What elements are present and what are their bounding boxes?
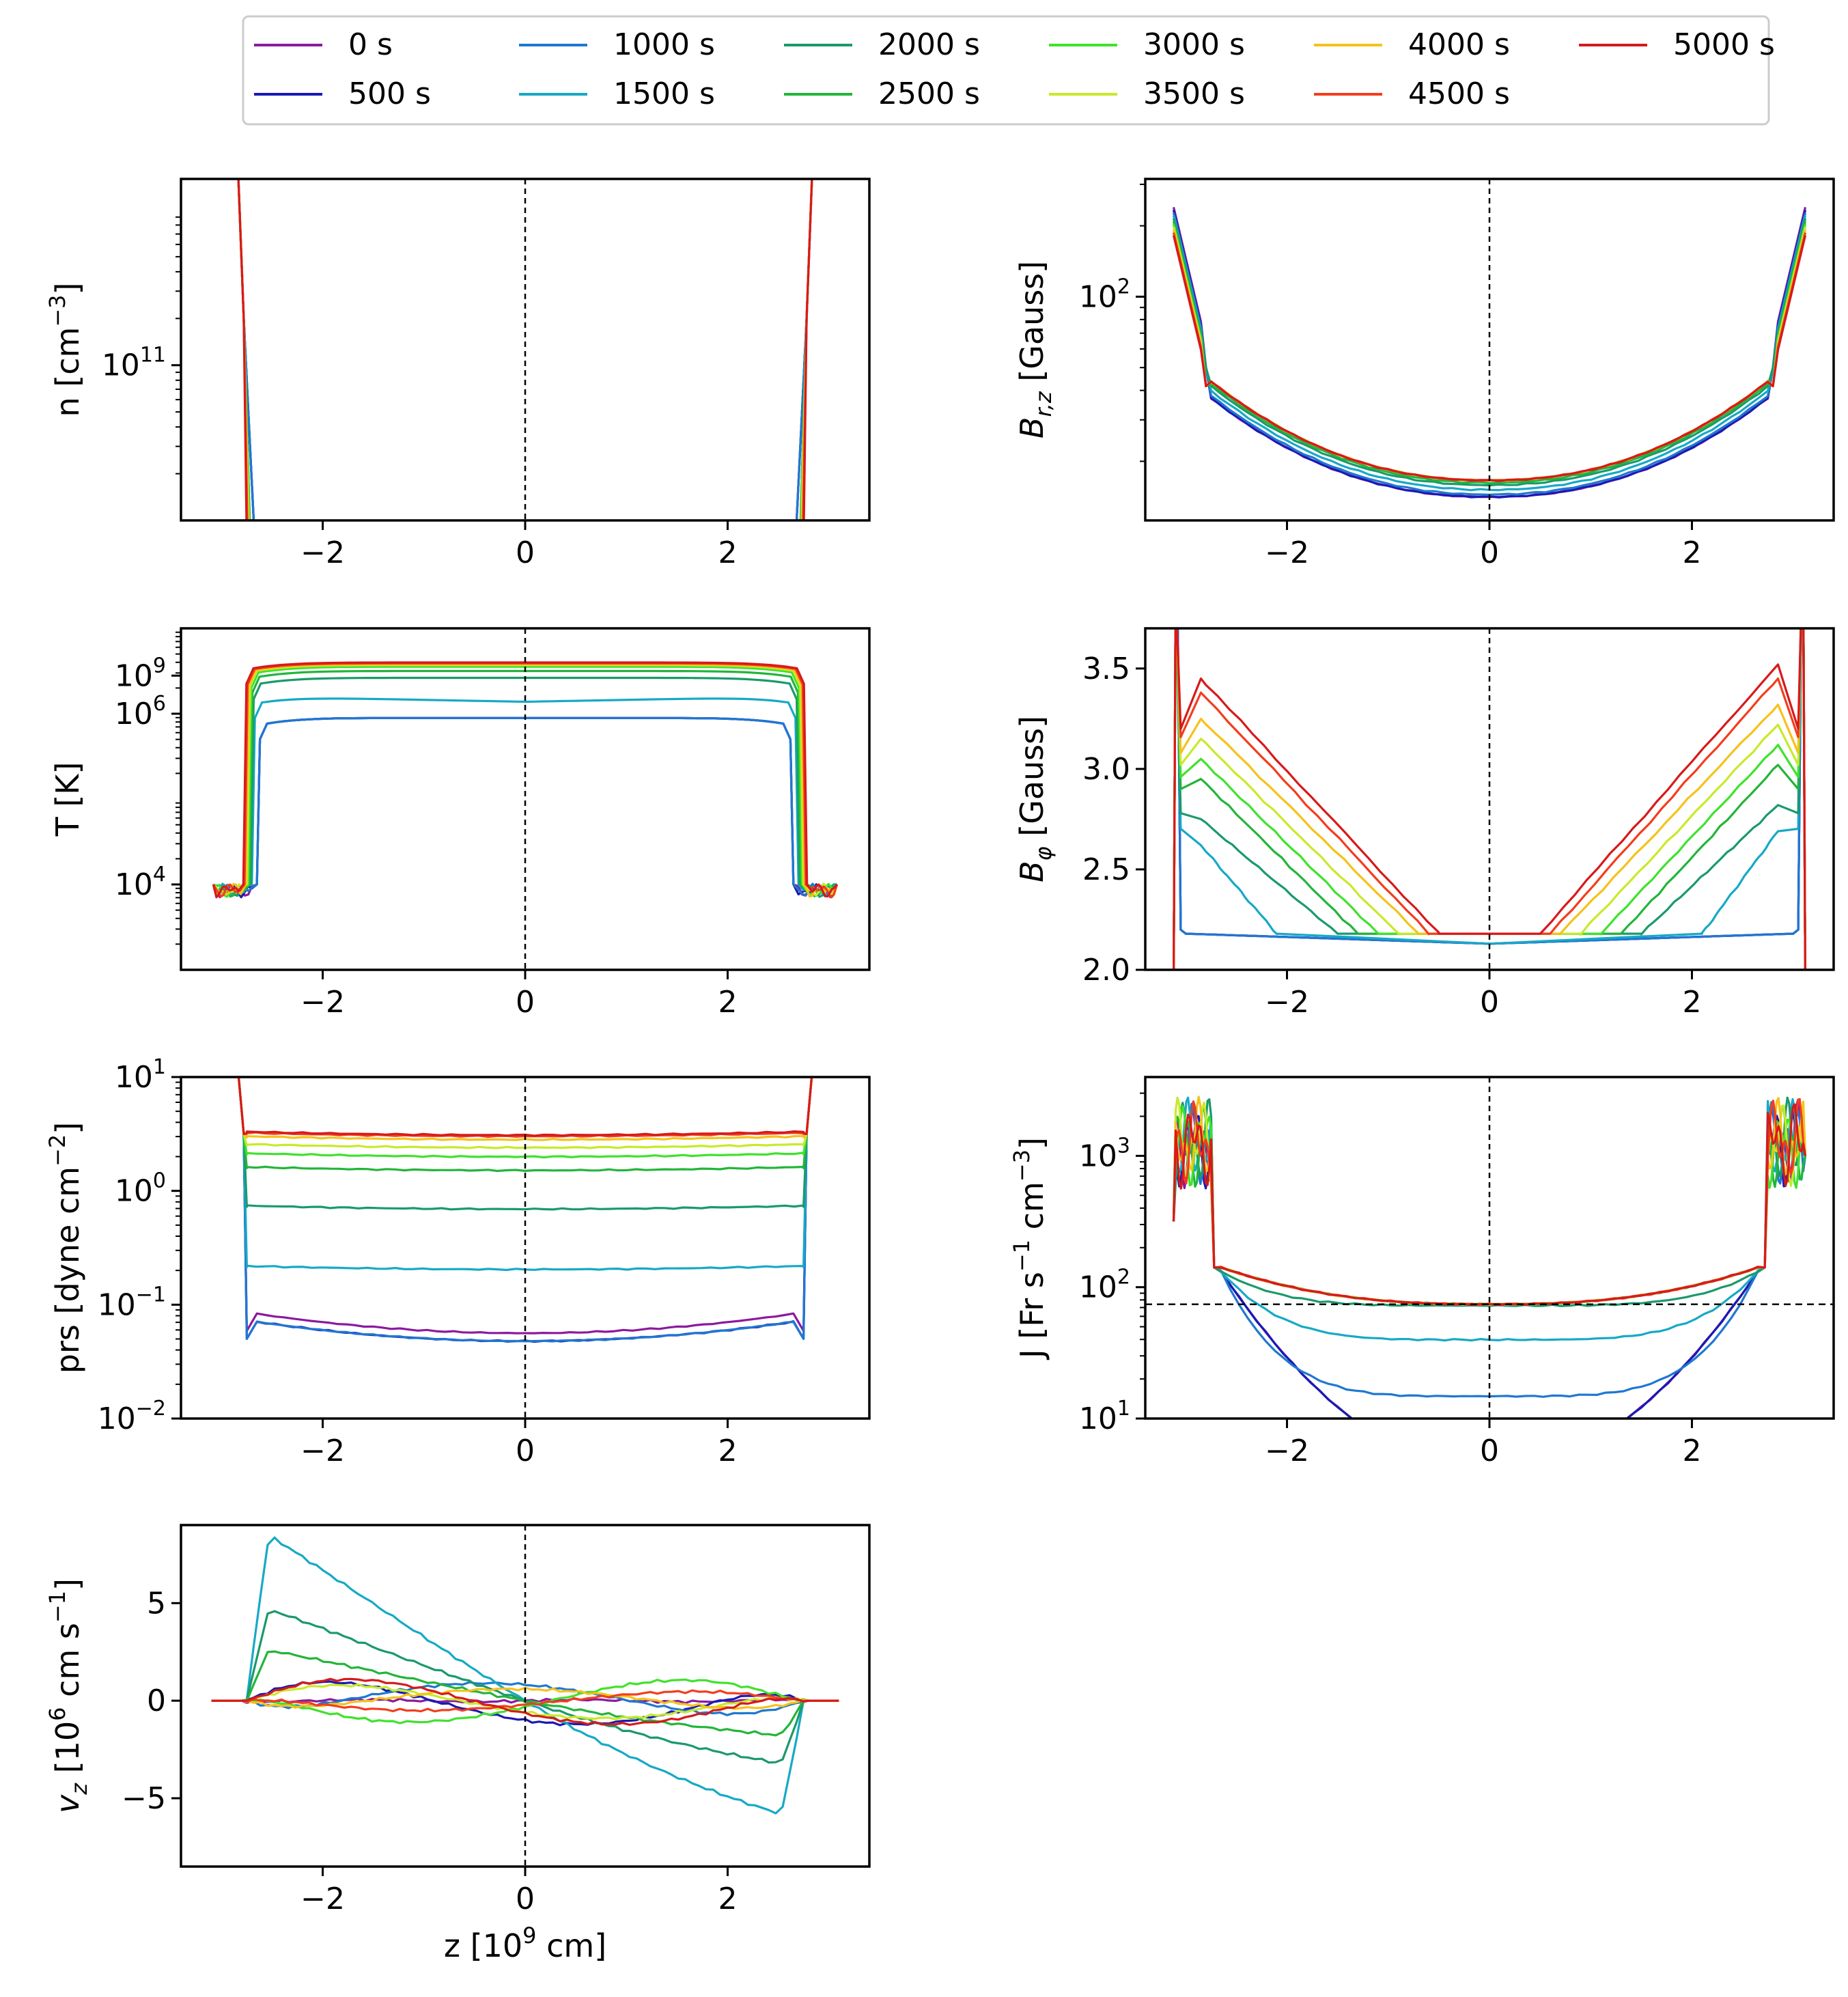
y-tick-label: 104 — [115, 863, 166, 902]
series-line — [237, 1077, 813, 1343]
series-line — [212, 697, 837, 897]
series-line — [211, 1678, 839, 1724]
y-axis-label: Br,z [Gauss] — [1013, 261, 1056, 438]
y-axis-label: n [cm−3] — [44, 283, 86, 417]
legend-label-9: 4500 s — [1408, 76, 1510, 111]
legend-label-0: 0 s — [348, 27, 393, 62]
y-tick-label: 1011 — [102, 344, 166, 383]
y-tick-label: 2.0 — [1082, 953, 1130, 988]
x-tick-label: −2 — [1265, 535, 1309, 570]
y-tick-label: 3.0 — [1082, 752, 1130, 787]
y-tick-label: 3.5 — [1082, 652, 1130, 686]
series-line — [237, 1077, 813, 1137]
x-tick-label: 2 — [718, 1882, 737, 1916]
y-tick-label: −5 — [122, 1781, 166, 1816]
x-tick-label: 2 — [1682, 985, 1701, 1020]
y-tick-label: 101 — [115, 1055, 166, 1095]
x-tick-label: 0 — [1480, 985, 1499, 1020]
panel-temperature: −2 0 2 104 106 T [K] — [49, 627, 871, 1020]
legend-label-10: 5000 s — [1673, 27, 1775, 62]
series-line — [237, 1077, 813, 1173]
plot-area-bphi — [1173, 628, 1806, 970]
x-tick-label: 2 — [1682, 1434, 1701, 1468]
y-axis-label: Bφ [Gauss] — [1013, 716, 1056, 882]
series-line — [237, 1077, 813, 1335]
y-tick-label: 5 — [147, 1586, 166, 1621]
plot-area-J — [1172, 1095, 1807, 1419]
y-tick-label: 103 — [1079, 1134, 1130, 1173]
legend: 0 s 500 s 1000 s 1500 s 2000 s 2500 s 3000 s 35… — [242, 15, 1775, 126]
x-tick-label: 0 — [516, 1882, 535, 1916]
x-tick-label: −2 — [300, 535, 345, 570]
legend-label-6: 3000 s — [1143, 27, 1245, 62]
x-tick-label: 2 — [1682, 535, 1701, 570]
y-tick-label: 106 — [115, 692, 166, 731]
x-tick-label: −2 — [1265, 1434, 1309, 1468]
legend-label-2: 1000 s — [613, 27, 715, 62]
y-tick-label: 100 — [115, 1169, 166, 1209]
y-axis-label: T [K] — [49, 762, 86, 837]
y-axis-label: vz [106 cm s−1] — [44, 1578, 92, 1813]
x-tick-label: 0 — [516, 535, 535, 570]
panel-pressure: −2 0 2 10−2 10−1 100 101 prs [dyne cm−2] — [44, 1055, 871, 1468]
legend-label-5: 2500 s — [878, 76, 980, 111]
y-tick-label: 102 — [1079, 1266, 1130, 1305]
plot-area-vz — [211, 1536, 839, 1815]
x-tick-label: −2 — [300, 985, 345, 1020]
x-tick-label: 0 — [516, 985, 535, 1020]
panel-current-density: −2 0 2 101 102 103 J [Fr s−1 cm−3] — [1009, 1076, 1835, 1468]
x-tick-label: 0 — [1480, 1434, 1499, 1468]
x-tick-label: 0 — [1480, 535, 1499, 570]
series-line — [1173, 628, 1806, 970]
x-tick-label: −2 — [300, 1434, 345, 1468]
panel-b-rz: −2 0 2 102 Br,z [Gauss] — [1013, 178, 1835, 570]
y-axis-label: prs [dyne cm−2] — [44, 1122, 86, 1373]
series-line — [1172, 1103, 1807, 1307]
series-line — [212, 676, 839, 898]
legend-label-7: 3500 s — [1143, 76, 1245, 111]
y-tick-label: 101 — [1079, 1397, 1130, 1436]
legend-label-4: 2000 s — [878, 27, 980, 62]
y-tick-label: 2.5 — [1082, 852, 1130, 887]
series-line — [237, 1077, 813, 1139]
x-tick-label: −2 — [300, 1882, 345, 1916]
series-line — [1173, 628, 1806, 970]
panel-density: −2 0 2 109 1011 n [cm−3] — [44, 178, 871, 693]
x-tick-label: 0 — [516, 1434, 535, 1468]
series-line — [237, 1077, 813, 1211]
legend-label-3: 1500 s — [613, 76, 715, 111]
y-tick-label: 102 — [1079, 275, 1130, 314]
series-line — [1172, 221, 1807, 485]
series-line — [1172, 235, 1807, 482]
y-tick-label: 0 — [147, 1684, 166, 1718]
panel-velocity: −2 0 2 −5 0 5 vz [106 cm s−1] z [109 cm] — [44, 1524, 871, 1964]
y-tick-label: 109 — [115, 654, 166, 693]
y-axis-label: J [Fr s−1 cm−3] — [1009, 1137, 1050, 1360]
x-tick-label: −2 — [1265, 985, 1309, 1020]
legend-frame — [242, 15, 1770, 126]
panel-b-phi: −2 0 2 2.0 2.5 3.0 3.5 Bφ [Gauss] — [1013, 627, 1835, 1020]
x-tick-label: 2 — [718, 535, 737, 570]
x-tick-label: 2 — [718, 1434, 737, 1468]
x-tick-label: 2 — [718, 985, 737, 1020]
series-line — [211, 1536, 839, 1815]
legend-label-1: 500 s — [348, 76, 431, 111]
legend-label-8: 4000 s — [1408, 27, 1510, 62]
y-tick-label: 10−2 — [98, 1397, 166, 1436]
x-axis-label: z [109 cm] — [444, 1923, 606, 1964]
series-line — [211, 1689, 839, 1713]
y-tick-label: 10−1 — [98, 1283, 166, 1322]
series-line — [211, 1677, 839, 1726]
